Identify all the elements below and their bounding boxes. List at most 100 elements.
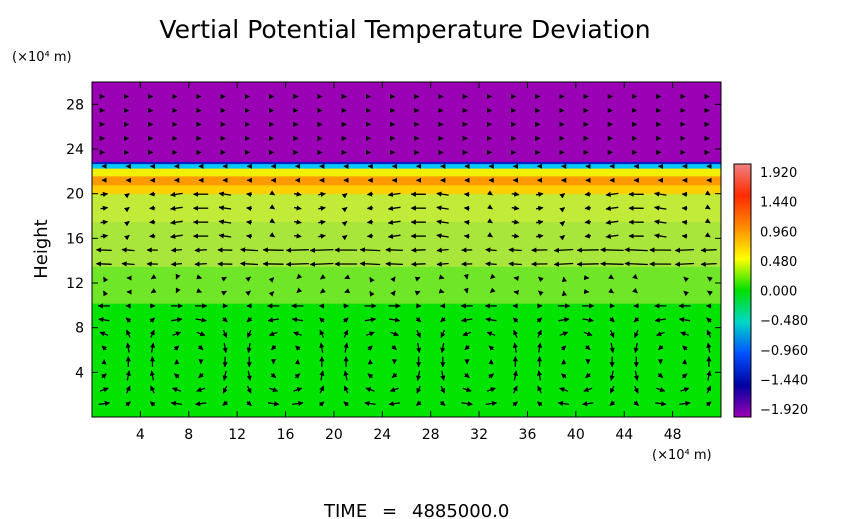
vector-arrow-220 [318,219,326,225]
vector-arrow-587 [704,204,711,210]
vector-arrow-161 [267,401,280,407]
vector-arrow-517 [624,247,648,253]
colorbar-label-4: 0.000 [760,285,797,300]
vector-arrow-330 [438,288,445,294]
x-tick-label-9: 40 [567,427,585,443]
vector-arrow-258 [365,331,375,337]
vector-arrow-414 [536,401,543,407]
vector-arrow-149 [239,247,259,253]
vector-arrow-328 [440,316,446,323]
vector-arrow-139 [246,385,252,394]
vector-arrow-196 [294,233,302,239]
plot-frame [91,81,722,418]
vector-arrow-257 [367,345,373,351]
vector-arrow-324 [440,370,446,381]
y-tick-label-2: 12 [66,276,84,292]
vector-arrow-428 [535,205,544,211]
vector-arrow-358 [463,219,470,225]
vector-arrow-560 [674,261,695,267]
x-tick-label-1: 8 [184,427,193,443]
vector-arrow-281 [390,331,399,337]
vector-arrow-334 [436,233,449,239]
vector-arrow-383 [487,190,493,196]
vector-arrow-496 [605,219,619,225]
vector-arrow-465 [583,331,593,337]
vector-arrow-128 [218,219,232,225]
vector-arrow-369 [486,387,496,393]
vector-arrow-208 [319,385,325,394]
vector-arrow-236 [343,317,349,323]
vector-arrow-373 [486,331,496,337]
vector-arrow-14 [100,205,109,211]
vector-arrow-151 [246,219,252,225]
vector-arrow-382 [487,204,493,210]
vector-arrow-443 [558,317,570,323]
vector-arrow-212 [319,329,325,338]
vector-arrow-582 [707,276,713,282]
vector-arrow-193 [296,273,303,280]
vector-arrow-489 [609,316,615,323]
vector-arrow-441 [560,345,567,351]
vector-arrow-127 [218,233,232,239]
vector-arrow-491 [608,288,614,294]
vector-arrow-8 [103,290,109,297]
vector-arrow-345 [461,401,473,407]
vector-arrow-487 [609,342,615,354]
vector-arrow-426 [535,233,544,239]
vector-arrow-442 [559,331,569,337]
colorbar-label-6: −0.960 [760,344,808,359]
vector-arrow-300 [416,385,422,394]
vector-arrow-351 [461,317,473,323]
x-tick-label-3: 16 [277,427,295,443]
vector-arrow-79 [170,261,183,267]
vector-arrow-190 [291,317,304,323]
vector-arrow-474 [584,205,591,211]
x-ticks: 4 8 12 16 20 24 28 32 36 40 44 48 [136,82,682,443]
vector-arrow-253 [364,400,376,407]
vector-arrow-50 [149,342,156,353]
vector-arrow-84 [170,191,183,198]
vector-arrow-2 [101,373,107,379]
vector-arrow-143 [247,329,252,338]
colorbar-label-5: −0.480 [760,314,808,329]
vector-arrow-230 [343,401,350,407]
vector-arrow-239 [344,274,351,280]
vector-arrow-466 [582,317,594,323]
vector-arrow-176 [269,190,276,196]
vector-arrow-172 [262,247,284,253]
vector-arrow-377 [489,273,496,280]
vector-arrow-512 [633,316,640,323]
vector-arrow-393 [512,370,518,381]
vector-arrow-400 [513,275,520,282]
vector-arrow-25 [125,370,131,381]
vector-arrow-506 [633,400,640,406]
vector-arrow-399 [513,289,520,296]
vector-arrow-514 [632,287,638,294]
vector-arrow-308 [414,276,421,282]
vector-arrow-534 [656,331,665,337]
vector-arrow-460 [581,401,594,407]
vector-arrow-507 [633,385,639,394]
vector-arrow-61 [149,191,156,197]
field-band-1 [92,266,721,304]
vector-arrow-37 [123,206,130,213]
vector-arrow-71 [173,373,180,379]
vector-arrow-584 [700,247,717,253]
vector-arrow-198 [294,205,302,211]
vector-arrow-167 [267,317,279,323]
vector-arrow-405 [511,205,520,211]
vector-arrow-59 [149,219,156,225]
vector-arrow-483 [609,400,616,406]
vector-arrow-354 [463,273,469,280]
vector-arrow-277 [389,387,399,393]
time-equals: = [382,501,397,519]
vector-arrow-117 [222,370,228,381]
vector-arrow-70 [172,387,182,393]
field-band-2 [92,221,721,267]
vector-arrow-255 [367,373,374,379]
vector-arrow-535 [654,317,667,323]
vector-arrow-439 [560,373,567,379]
vector-arrow-35 [124,234,130,241]
vector-arrow-278 [391,372,398,379]
vector-arrow-515 [632,273,638,280]
